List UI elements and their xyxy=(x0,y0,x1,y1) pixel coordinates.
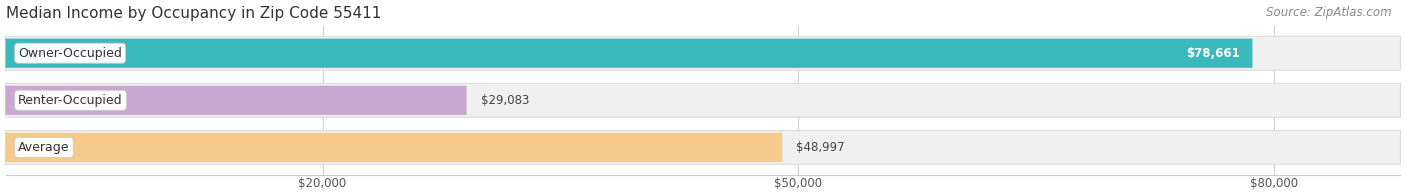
FancyBboxPatch shape xyxy=(6,86,467,115)
FancyBboxPatch shape xyxy=(6,36,1400,70)
Text: Median Income by Occupancy in Zip Code 55411: Median Income by Occupancy in Zip Code 5… xyxy=(6,5,381,21)
FancyBboxPatch shape xyxy=(6,83,1400,117)
FancyBboxPatch shape xyxy=(6,133,782,162)
Text: Source: ZipAtlas.com: Source: ZipAtlas.com xyxy=(1267,6,1392,19)
FancyBboxPatch shape xyxy=(6,39,1253,68)
Text: $78,661: $78,661 xyxy=(1187,47,1240,60)
Text: $29,083: $29,083 xyxy=(481,94,529,107)
Text: Owner-Occupied: Owner-Occupied xyxy=(18,47,122,60)
Text: Average: Average xyxy=(18,141,70,154)
Text: Renter-Occupied: Renter-Occupied xyxy=(18,94,122,107)
Text: $48,997: $48,997 xyxy=(796,141,845,154)
FancyBboxPatch shape xyxy=(6,130,1400,164)
